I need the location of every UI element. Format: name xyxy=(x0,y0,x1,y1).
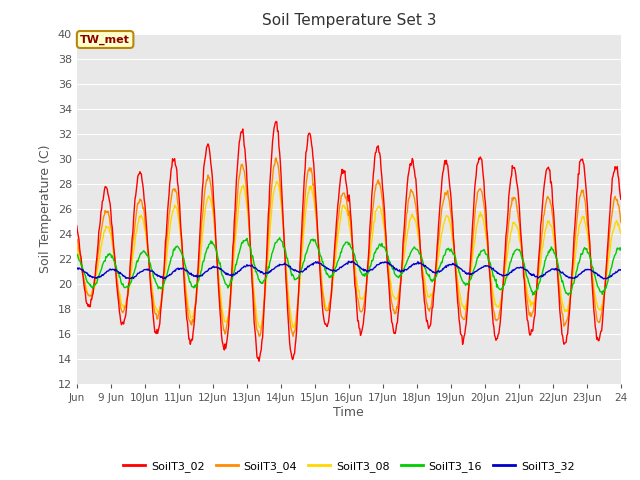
Legend: SoilT3_02, SoilT3_04, SoilT3_08, SoilT3_16, SoilT3_32: SoilT3_02, SoilT3_04, SoilT3_08, SoilT3_… xyxy=(118,457,579,477)
Title: Soil Temperature Set 3: Soil Temperature Set 3 xyxy=(262,13,436,28)
Text: TW_met: TW_met xyxy=(80,35,130,45)
X-axis label: Time: Time xyxy=(333,406,364,419)
Y-axis label: Soil Temperature (C): Soil Temperature (C) xyxy=(39,144,52,273)
